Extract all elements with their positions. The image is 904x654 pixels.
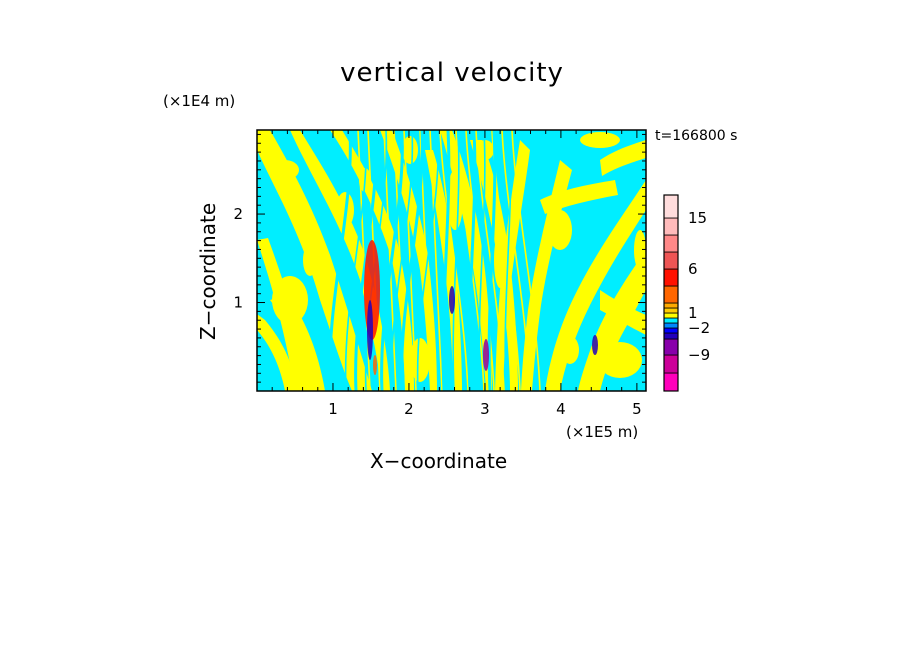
updraft-cell [272, 276, 308, 324]
y-tick-label: 1 [233, 294, 243, 312]
colorbar-segment [663, 307, 679, 314]
updraft-band [578, 250, 646, 391]
updraft-cell [271, 160, 299, 180]
field-streak [511, 130, 541, 391]
field-streak [357, 130, 371, 391]
chart-title: vertical velocity [340, 58, 564, 88]
x-axis-label: X−coordinate [370, 449, 508, 473]
velocity-core [483, 339, 489, 371]
field-streak [429, 130, 443, 391]
updraft-cell [494, 232, 506, 288]
updraft-cell [303, 244, 317, 276]
field-streak [475, 130, 505, 391]
field-streak [501, 130, 531, 391]
field-streak [487, 130, 497, 391]
y-tick-label: 2 [233, 205, 243, 223]
time-label: t=166800 s [655, 128, 738, 144]
field-streak [465, 130, 495, 391]
colorbar: 15 6 1−2 −9 [663, 194, 710, 392]
x-tick-label: 2 [404, 400, 414, 418]
field-streak [390, 130, 414, 391]
field-streak [467, 130, 477, 391]
colorbar-segment [663, 312, 679, 319]
field-streak [393, 130, 407, 391]
colorbar-label: 6 [688, 260, 698, 278]
x-tick-label: 4 [556, 400, 566, 418]
field-streak [380, 130, 404, 391]
field-streak [439, 130, 469, 391]
colorbar-segment [663, 251, 679, 270]
x-axis-unit: (×1E5 m) [566, 423, 639, 441]
colorbar-segment [663, 338, 679, 356]
colorbar-segment [663, 354, 679, 374]
updraft-band [290, 130, 390, 391]
updraft-band [540, 180, 618, 214]
field-streak [344, 130, 368, 391]
axis-tick-labels: 1 2 3 4 5 1 2 [233, 205, 641, 418]
field-streak [416, 130, 440, 391]
colorbar-label: 15 [688, 209, 707, 227]
x-tick-label: 1 [328, 400, 338, 418]
field-streak [441, 130, 451, 391]
colorbar-segment [663, 322, 679, 329]
field-streak [452, 130, 460, 391]
colorbar-segment [663, 327, 679, 334]
updraft-cell [561, 336, 579, 364]
axis-ticks [257, 130, 646, 391]
colorbar-frame [663, 194, 679, 392]
updraft-band [600, 290, 646, 335]
updraft-cell [410, 338, 430, 382]
colorbar-segment [663, 285, 679, 304]
plot-frame [256, 129, 647, 392]
colorbar-segment [663, 372, 679, 392]
field-streak [504, 130, 512, 391]
velocity-core [449, 286, 455, 314]
colorbar-segment [663, 317, 679, 324]
field-layer [257, 130, 646, 391]
velocity-core [367, 300, 373, 360]
field-streak [328, 130, 352, 391]
y-axis-unit: (×1E4 m) [163, 92, 236, 110]
velocity-core [592, 335, 598, 355]
updraft-band [600, 140, 646, 176]
field-streak [400, 130, 424, 391]
field-streak [403, 130, 417, 391]
x-tick-label: 5 [632, 400, 642, 418]
updraft-cell [634, 230, 646, 270]
velocity-core [373, 355, 377, 375]
updraft-band [257, 314, 297, 391]
updraft-cell [580, 132, 620, 148]
colorbar-segment [663, 302, 679, 309]
colorbar-segment [663, 234, 679, 253]
updraft-cell [598, 342, 642, 378]
updraft-band [425, 150, 462, 391]
colorbar-segment [663, 268, 679, 287]
colorbar-segment [663, 332, 679, 340]
field-streak [354, 130, 378, 391]
colorbar-segment [663, 194, 679, 219]
updraft-band [495, 140, 530, 391]
colorbar-segment [663, 217, 679, 236]
x-tick-label: 3 [480, 400, 490, 418]
colorbar-label: −2 [688, 319, 710, 337]
colorbar-label: 1 [688, 304, 698, 322]
field-streak [478, 130, 486, 391]
colorbar-label: −9 [688, 346, 710, 364]
updraft-cell [548, 210, 572, 250]
